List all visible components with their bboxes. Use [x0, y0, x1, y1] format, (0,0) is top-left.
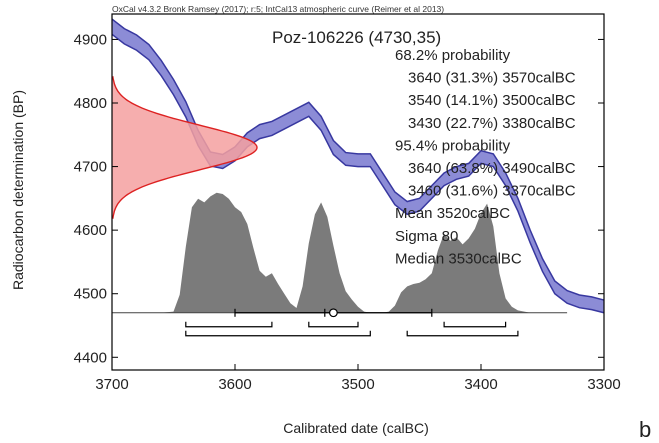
range-68-bracket	[185, 321, 273, 328]
mean-marker	[329, 308, 338, 318]
annotation-block: 68.2% probability 3640 (31.3%) 3570calBC 3…	[395, 47, 576, 267]
y-tick-label: 4700	[74, 159, 107, 176]
y-tick-label: 4900	[74, 31, 107, 48]
range-68-bracket	[443, 321, 507, 328]
x-tick-label: 3600	[218, 376, 251, 393]
x-tick-label: 3300	[587, 376, 620, 393]
y-ticks: 4400 4500 4600 4700 4800 4900	[74, 31, 604, 366]
measurement-outline	[112, 76, 258, 219]
range-68-bracket	[308, 321, 359, 328]
x-tick-label: 3500	[341, 376, 374, 393]
x-axis-label: Calibrated date (calBC)	[283, 420, 429, 436]
annotation-line: 3640 (31.3%) 3570calBC	[408, 70, 576, 87]
y-axis-label: Radiocarbon determination (BP)	[10, 90, 26, 290]
annotation-line: 3640 (63.8%) 3490calBC	[408, 160, 576, 177]
y-tick-label: 4500	[74, 286, 107, 303]
annotation-line: 68.2% probability	[395, 47, 511, 64]
range-95-bracket	[185, 330, 371, 337]
x-ticks: 3700 3600 3500 3400 3300	[95, 364, 621, 393]
posterior-fill	[112, 192, 580, 313]
curve-upper-line	[111, 18, 605, 301]
annotation-line: 3430 (22.7%) 3380calBC	[408, 115, 576, 132]
y-tick-label: 4400	[74, 349, 107, 366]
x-tick-label: 3700	[95, 376, 128, 393]
y-tick-label: 4600	[74, 222, 107, 239]
annotation-line: 3540 (14.1%) 3500calBC	[408, 92, 576, 109]
measurement-distribution	[112, 76, 258, 219]
y-tick-label: 4800	[74, 95, 107, 112]
annotation-line: 95.4% probability	[395, 137, 511, 154]
annotation-line: Sigma 80	[395, 228, 458, 245]
annotation-line: 3460 (31.6%) 3370calBC	[408, 183, 576, 200]
panel-label: b	[639, 417, 651, 442]
range-95-bracket	[406, 330, 519, 337]
chart-credit: OxCal v4.3.2 Bronk Ramsey (2017); r:5; I…	[112, 4, 444, 14]
annotation-line: Mean 3520calBC	[395, 205, 510, 222]
measurement-fill	[112, 76, 257, 219]
range-brackets	[185, 308, 519, 337]
chart-title: Poz-106226 (4730,35)	[272, 28, 441, 47]
annotation-line: Median 3530calBC	[395, 250, 522, 267]
x-tick-label: 3400	[464, 376, 497, 393]
